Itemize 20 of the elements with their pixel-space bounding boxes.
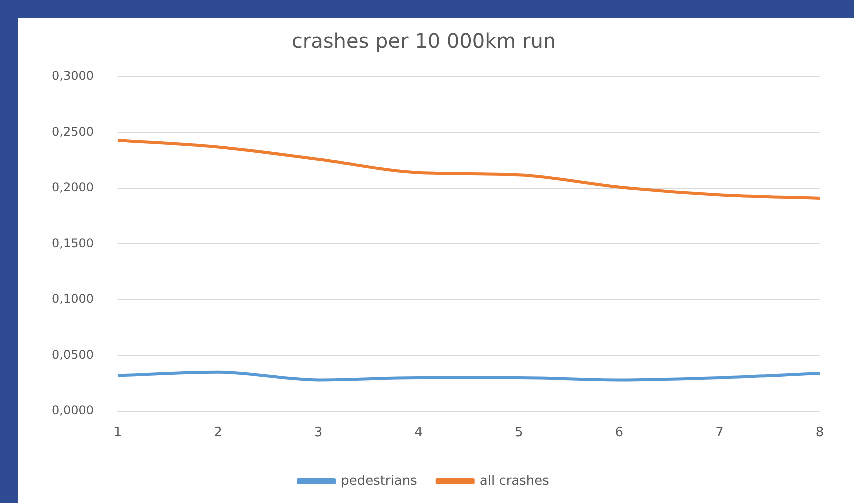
y-tick-label: 0,2500: [52, 124, 94, 139]
x-tick-label: 6: [615, 426, 624, 441]
legend-label: pedestrians: [341, 474, 418, 489]
x-tick-label: 8: [816, 426, 824, 441]
x-tick-label: 1: [114, 426, 122, 441]
x-tick-label: 3: [314, 426, 323, 441]
x-tick-label: 5: [514, 426, 524, 441]
chart-title: crashes per 10 000km run: [292, 29, 556, 54]
x-tick-label: 4: [414, 426, 423, 441]
y-tick-label: 0,0500: [52, 348, 94, 362]
y-tick-label: 0,0000: [52, 404, 94, 418]
line-series: [116, 370, 822, 382]
y-tick-label: 0,2000: [52, 180, 94, 195]
legend-label: all crashes: [480, 474, 550, 489]
y-tick-label: 0,1500: [52, 236, 94, 250]
y-tick-label: 0,3000: [52, 69, 94, 84]
y-tick-label: 0,1000: [52, 292, 94, 306]
line-series: [116, 139, 822, 200]
x-tick-label: 2: [214, 426, 222, 441]
x-tick-label: 7: [716, 426, 724, 441]
